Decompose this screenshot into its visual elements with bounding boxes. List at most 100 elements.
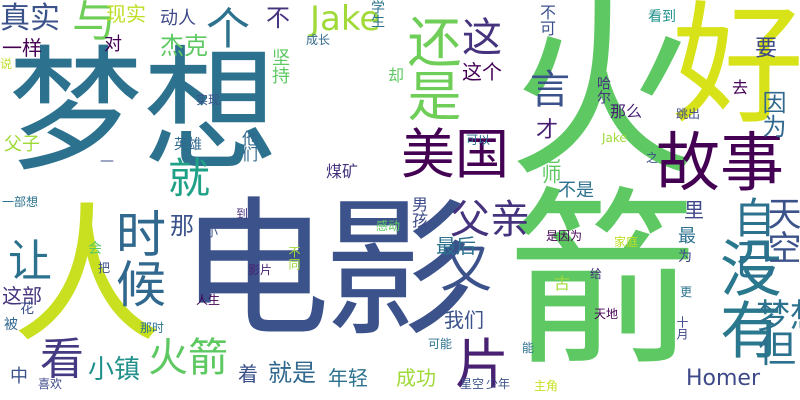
word-tiaochu: 跳出 (676, 107, 701, 121)
word-zhenshi: 真实 (0, 1, 60, 36)
word-tiandi: 天地 (594, 307, 619, 321)
word-ren: 人 (12, 190, 163, 364)
word-yao: 要 (751, 36, 776, 58)
word-yinwei: 因为 (758, 90, 786, 138)
word-pian: 片 (455, 333, 509, 396)
word-jianchi: 坚持 (269, 48, 290, 84)
word-xihuan: 喜欢 (38, 377, 63, 391)
word-xingkong: 星空 (460, 377, 485, 391)
word-yiyang: 一样 (2, 36, 42, 60)
word-hui: 会 (88, 241, 102, 257)
word-hao: 好 (672, 0, 800, 143)
word-gushi: 故事 (656, 127, 784, 201)
word-keyi: 可以 (466, 133, 491, 147)
word-you: 又 (440, 240, 493, 300)
word-kandao: 看到 (648, 9, 676, 25)
word-meng-small: 梦想 (756, 297, 800, 337)
word-jiu: 就 (168, 154, 211, 203)
word-tiankong: 天空 (761, 196, 800, 264)
word-name: 那么 (610, 102, 643, 121)
word-haer: 哈尔 (595, 76, 611, 104)
word-keneng: 可能 (428, 337, 453, 351)
word-zhe-small: 着 (238, 362, 258, 386)
word-huojian: 火箭 (475, 0, 696, 370)
word-bushi: 不是 (558, 180, 594, 201)
word-hua: 花 (20, 301, 34, 317)
word-laoshi: 老师 (538, 144, 562, 184)
word-qu: 去 (732, 78, 749, 97)
word-yibuxiang: 一部想 (2, 195, 39, 209)
word-mengxiang: 梦想 (8, 33, 278, 190)
word-bu: 不 (266, 4, 290, 32)
word-shixian: 实现 (196, 93, 221, 107)
word-buke: 不可 (537, 4, 556, 36)
word-rensheng: 人生 (196, 293, 221, 307)
word-nianqing: 年轻 (328, 366, 368, 390)
word-huojian-small: 火箭 (148, 335, 228, 381)
word-zhege: 这个 (462, 60, 502, 84)
word-geng: 更 (680, 285, 693, 299)
word-jake-small: Jake (602, 131, 627, 145)
word-fuzi: 父子 (4, 134, 40, 155)
word-zui: 最 (678, 226, 696, 247)
word-chenggong: 成功 (396, 366, 436, 390)
word-meiyou: 没有 (709, 236, 782, 360)
word-dongren: 动人 (160, 8, 196, 29)
word-zhujue: 主角 (534, 379, 559, 393)
word-dan: 但 (758, 327, 797, 371)
word-zuihou: 最后 (436, 234, 476, 258)
word-wei: 为 (678, 249, 692, 265)
word-shiyinwei: 是因为 (546, 229, 583, 243)
word-gandong: 感动 (376, 219, 401, 233)
word-chengzhang: 成长 (306, 33, 331, 47)
word-yingpian: 影片 (248, 263, 273, 277)
word-yu: 与 (72, 0, 116, 47)
word-li: 里 (684, 198, 704, 222)
word-meiguo: 美国 (401, 123, 509, 186)
word-kan: 看 (40, 334, 84, 385)
word-nanhai: 男孩 (409, 196, 428, 228)
word-ba: 把 (98, 261, 111, 275)
word-meikuang: 煤矿 (326, 162, 359, 181)
word-women: 我们 (444, 308, 484, 332)
word-jiushi: 就是 (268, 359, 316, 387)
word-fuqin: 父亲 (450, 197, 530, 243)
word-shihou: 时候 (108, 208, 166, 308)
word-dao: 到 (236, 207, 249, 221)
word-bei: 被 (4, 317, 18, 333)
word-zhong: 中 (10, 366, 28, 387)
word-xiao: 小 (206, 225, 219, 239)
word-shaonian: 少年 (486, 377, 511, 391)
word-xianshi: 现实 (106, 2, 146, 26)
word-na: 那 (170, 212, 194, 240)
word-nashi: 那时 (140, 321, 165, 335)
word-ge: 个 (206, 4, 250, 55)
word-gu: 古 (554, 274, 571, 293)
word-yingxiong: 英雄 (174, 137, 202, 153)
word-dianying: 电影 (180, 184, 474, 358)
word-jake: Jake (310, 0, 381, 39)
word-yan: 言 (530, 67, 570, 113)
word-ziji: 自己 (727, 196, 776, 280)
word-rang: 让 (8, 236, 52, 287)
word-zhe: 这 (462, 15, 502, 61)
word-que: 却 (388, 66, 405, 85)
word-homer: Homer (686, 366, 761, 391)
word-tamen: 他们 (239, 130, 258, 162)
word-dui: 对 (104, 34, 122, 55)
word-xiaozhen: 小镇 (88, 355, 141, 385)
word-shiyue: 十月 (675, 316, 689, 340)
word-neng: 能 (522, 341, 535, 355)
word-gei: 给 (590, 267, 603, 281)
word-zhebu: 这部 (2, 284, 42, 308)
word-butong: 不同 (287, 246, 301, 270)
word-shuo: 说 (0, 57, 13, 71)
word-xuesheng: 学生 (369, 0, 385, 28)
word-zhi: 之 (646, 151, 659, 165)
word-dash: — (100, 153, 114, 169)
word-jiating: 家庭 (614, 235, 639, 249)
word-cai: 才 (536, 118, 559, 143)
word-haishi: 还是 (398, 14, 461, 122)
word-jieke: 杰克 (160, 32, 208, 60)
